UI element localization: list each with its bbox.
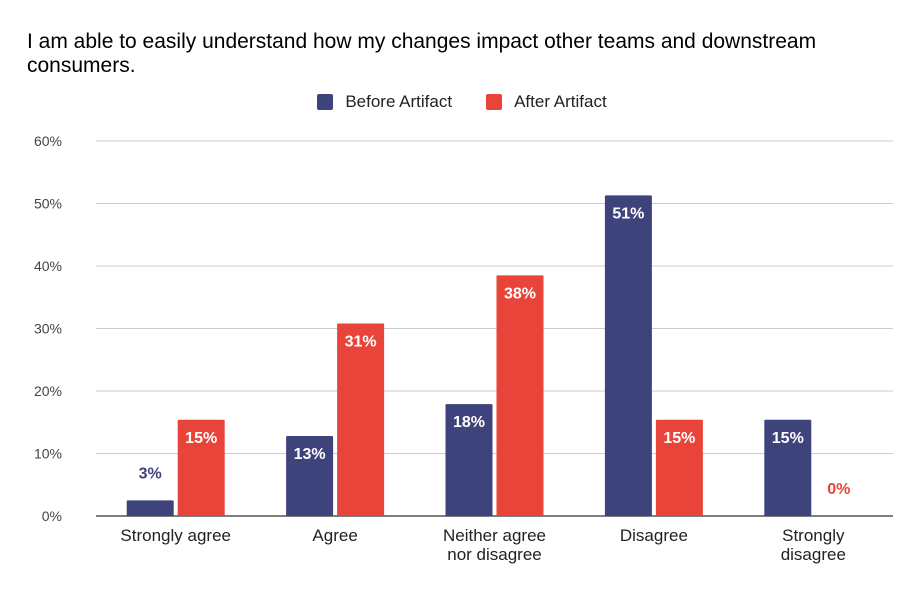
- x-tick-label: Strongly: [782, 526, 845, 545]
- data-label: 0%: [827, 481, 850, 498]
- x-tick-label: Neither agree: [443, 526, 546, 545]
- bar: [177, 419, 225, 516]
- data-label: 13%: [294, 446, 326, 463]
- data-label: 15%: [663, 430, 695, 447]
- bar: [126, 500, 174, 516]
- bar: [655, 419, 703, 516]
- y-tick-label: 20%: [34, 383, 62, 399]
- y-tick-label: 30%: [34, 321, 62, 337]
- y-tick-label: 50%: [34, 196, 62, 212]
- data-label: 31%: [345, 334, 377, 351]
- y-tick-label: 40%: [34, 258, 62, 274]
- bar: [604, 195, 652, 516]
- legend-item-before: Before Artifact: [317, 92, 452, 112]
- y-tick-label: 60%: [34, 133, 62, 149]
- bar: [445, 404, 493, 516]
- legend: Before Artifact After Artifact: [0, 92, 924, 112]
- chart-title: I am able to easily understand how my ch…: [27, 30, 817, 77]
- x-tick-label: nor disagree: [447, 545, 542, 564]
- data-label: 51%: [612, 205, 644, 222]
- bar: [764, 419, 812, 516]
- x-tick-label: Disagree: [620, 526, 688, 545]
- legend-label-before: Before Artifact: [345, 92, 453, 111]
- bar: [286, 436, 334, 516]
- legend-item-after: After Artifact: [486, 92, 607, 112]
- bar: [337, 323, 385, 516]
- data-label: 38%: [504, 285, 536, 302]
- data-label: 15%: [772, 430, 804, 447]
- y-tick-label: 10%: [34, 446, 62, 462]
- x-tick-label: Agree: [312, 526, 357, 545]
- data-label: 18%: [453, 414, 485, 431]
- x-tick-label: Strongly agree: [120, 526, 231, 545]
- legend-label-after: After Artifact: [514, 92, 607, 111]
- data-label: 3%: [139, 465, 162, 482]
- legend-swatch-after: [486, 94, 503, 110]
- y-tick-label: 0%: [42, 508, 62, 524]
- x-tick-label: disagree: [781, 545, 846, 564]
- data-label: 15%: [185, 430, 217, 447]
- bar: [496, 275, 544, 516]
- legend-swatch-before: [317, 94, 334, 110]
